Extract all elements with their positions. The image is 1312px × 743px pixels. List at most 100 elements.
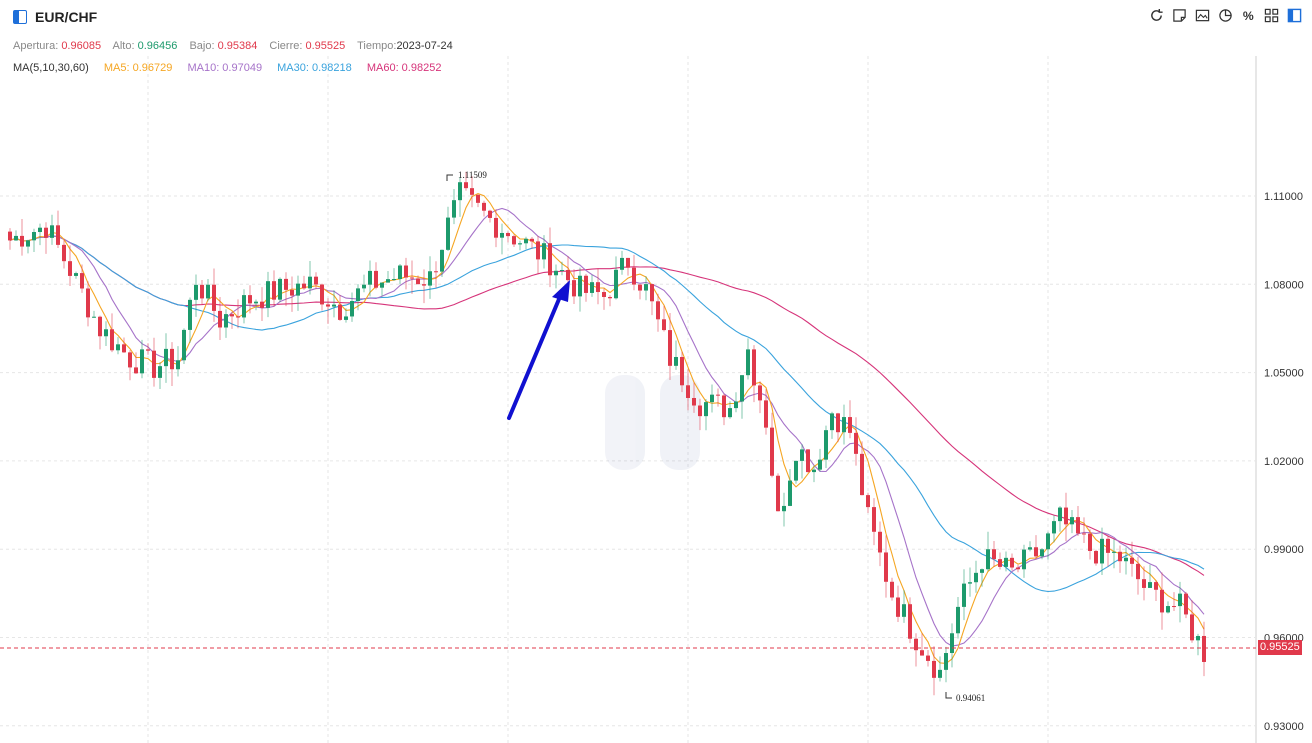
candle xyxy=(908,597,912,644)
candle xyxy=(158,362,162,389)
candle xyxy=(1016,564,1020,573)
percent-icon[interactable]: % xyxy=(1241,8,1256,23)
candle-body xyxy=(164,348,168,367)
candle-body xyxy=(902,604,906,617)
candle-body xyxy=(248,295,252,304)
candle xyxy=(1130,541,1134,577)
ma10-legend: MA10: 0.97049 xyxy=(187,62,263,74)
candle-body xyxy=(824,430,828,460)
candle-body xyxy=(1118,551,1122,562)
candle xyxy=(350,292,354,322)
candle xyxy=(368,260,372,297)
pie-chart-icon[interactable] xyxy=(1218,8,1233,23)
candle-body xyxy=(1190,614,1194,641)
ma-legend-title: MA(5,10,30,60) xyxy=(13,62,89,74)
candle xyxy=(464,171,468,191)
candle xyxy=(572,269,576,305)
candle-body xyxy=(440,249,444,272)
candle-body xyxy=(8,231,12,241)
candle xyxy=(638,284,642,300)
candle xyxy=(248,285,252,314)
candle xyxy=(386,271,390,283)
candle-body xyxy=(632,267,636,285)
candle xyxy=(584,273,588,302)
candle xyxy=(332,290,336,318)
annotate-icon[interactable] xyxy=(1172,8,1187,23)
candle xyxy=(530,236,534,249)
candle xyxy=(776,473,780,512)
candle xyxy=(1166,601,1170,614)
layout-icon[interactable] xyxy=(1287,8,1302,23)
candle xyxy=(212,268,216,322)
candle-body xyxy=(734,401,738,409)
candle-body xyxy=(488,210,492,218)
candle-body xyxy=(932,660,936,678)
candle xyxy=(410,260,414,294)
candle-body xyxy=(1184,593,1188,615)
candle xyxy=(284,272,288,307)
open-value: 0.96085 xyxy=(61,40,102,52)
candle-body xyxy=(926,655,930,661)
candle-body xyxy=(620,257,624,270)
candle-body xyxy=(788,480,792,506)
candle xyxy=(224,309,228,338)
candle xyxy=(626,257,630,276)
candle xyxy=(1124,547,1128,575)
candle xyxy=(1028,541,1032,552)
annotation-arrow xyxy=(507,280,570,420)
candle-body xyxy=(14,235,18,241)
candle-body xyxy=(200,284,204,299)
candle-body xyxy=(296,283,300,296)
grid-icon[interactable] xyxy=(1264,8,1279,23)
candle-body xyxy=(1088,533,1092,551)
candle xyxy=(602,288,606,310)
candle xyxy=(314,272,318,289)
candle xyxy=(20,218,24,256)
candle xyxy=(1136,556,1140,595)
candle xyxy=(104,321,108,347)
candle xyxy=(32,228,36,252)
candle-body xyxy=(1040,549,1044,557)
candle xyxy=(188,297,192,343)
candle-body xyxy=(1178,593,1182,607)
ma10-path xyxy=(9,207,1205,647)
close-label: Cierre: xyxy=(269,40,303,52)
candle-body xyxy=(146,349,150,351)
candle-body xyxy=(1046,533,1050,550)
candle xyxy=(218,296,222,340)
candle xyxy=(266,271,270,318)
image-icon[interactable] xyxy=(1195,8,1210,23)
time-value: 2023-07-24 xyxy=(396,40,453,52)
candle-body xyxy=(590,282,594,293)
candle xyxy=(818,448,822,472)
candle-body xyxy=(992,549,996,560)
candle-body xyxy=(116,344,120,351)
candle-body xyxy=(836,413,840,433)
candle-body xyxy=(962,583,966,607)
time-label: Tiempo: xyxy=(357,40,397,52)
y-tick-label: 1.08000 xyxy=(1264,279,1304,291)
candle-body xyxy=(368,270,372,285)
candle-body xyxy=(218,310,222,328)
candle xyxy=(560,261,564,276)
candle xyxy=(422,269,426,304)
candle-body xyxy=(872,507,876,532)
candle-body xyxy=(1022,549,1026,570)
refresh-icon[interactable] xyxy=(1149,8,1164,23)
candle-body xyxy=(842,417,846,433)
min-label: 0.94061 xyxy=(945,692,985,703)
candle xyxy=(116,337,120,355)
candle xyxy=(866,492,870,513)
candle xyxy=(566,256,570,285)
candle-body xyxy=(626,257,630,268)
candle-body xyxy=(1100,538,1104,564)
candle-body xyxy=(338,304,342,320)
candle xyxy=(920,633,924,656)
candle-body xyxy=(104,329,108,337)
candle-body xyxy=(968,582,972,584)
candle xyxy=(326,298,330,324)
candle xyxy=(884,535,888,598)
candle-body xyxy=(518,243,522,245)
candle-body xyxy=(110,329,114,351)
